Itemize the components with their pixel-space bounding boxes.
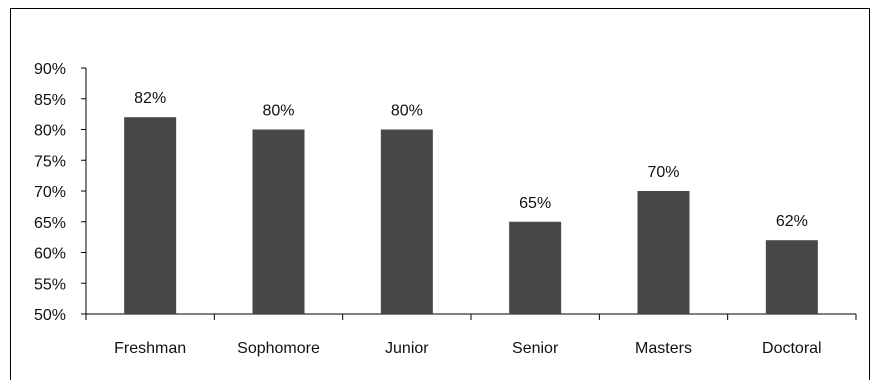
y-tick-label: 75% (34, 153, 66, 170)
bar-doctoral (765, 240, 818, 314)
bar-freshman (124, 117, 177, 314)
x-tick-label-masters: Masters (635, 340, 692, 357)
bar-sophomore (252, 129, 305, 314)
y-tick-label: 90% (34, 61, 66, 78)
data-label-sophomore: 80% (262, 103, 294, 120)
data-labels: 82% 80% 80% 65% 70% 62% (134, 90, 808, 230)
data-label-doctoral: 62% (776, 213, 808, 230)
y-tick-label: 65% (34, 215, 66, 232)
x-tick-label-senior: Senior (512, 340, 559, 357)
y-tick-label: 70% (34, 184, 66, 201)
bar-masters (637, 191, 690, 314)
y-tick-label: 80% (34, 123, 66, 140)
y-tick-label: 55% (34, 276, 66, 293)
y-tick-label: 50% (34, 307, 66, 324)
y-tick-label: 85% (34, 92, 66, 109)
x-tick-label-doctoral: Doctoral (762, 340, 822, 357)
x-axis: Freshman Sophomore Junior Senior Masters Doct… (85, 313, 857, 357)
data-label-freshman: 82% (134, 90, 166, 107)
data-label-masters: 70% (647, 164, 679, 181)
y-axis: 50% 55% 60% 65% 70% 75% 80% 85% 90% (34, 61, 87, 324)
x-tick-label-sophomore: Sophomore (237, 340, 320, 357)
bar-junior (380, 129, 433, 314)
bar-senior (509, 221, 562, 314)
data-label-senior: 65% (519, 195, 551, 212)
data-label-junior: 80% (391, 103, 423, 120)
x-tick-label-freshman: Freshman (114, 340, 186, 357)
bars (124, 117, 818, 314)
x-tick-label-junior: Junior (385, 340, 429, 357)
y-tick-label: 60% (34, 246, 66, 263)
